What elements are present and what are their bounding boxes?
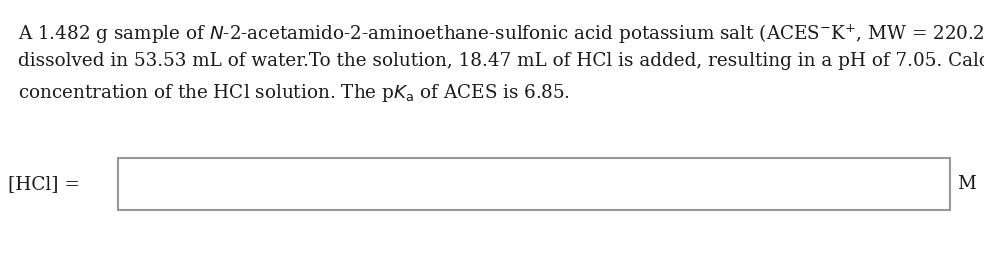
Text: concentration of the HCl solution. The p$K_{\mathrm{a}}$ of ACES is 6.85.: concentration of the HCl solution. The p… <box>18 82 570 104</box>
FancyBboxPatch shape <box>118 158 950 210</box>
Text: M: M <box>957 175 976 193</box>
Text: dissolved in 53.53 mL of water.To the solution, 18.47 mL of HCl is added, result: dissolved in 53.53 mL of water.To the so… <box>18 52 984 70</box>
Text: [HCl] =: [HCl] = <box>8 175 80 193</box>
Text: A 1.482 g sample of $\mathit{N}$-2-acetamido-2-aminoethane-sulfonic acid potassi: A 1.482 g sample of $\mathit{N}$-2-aceta… <box>18 22 984 45</box>
